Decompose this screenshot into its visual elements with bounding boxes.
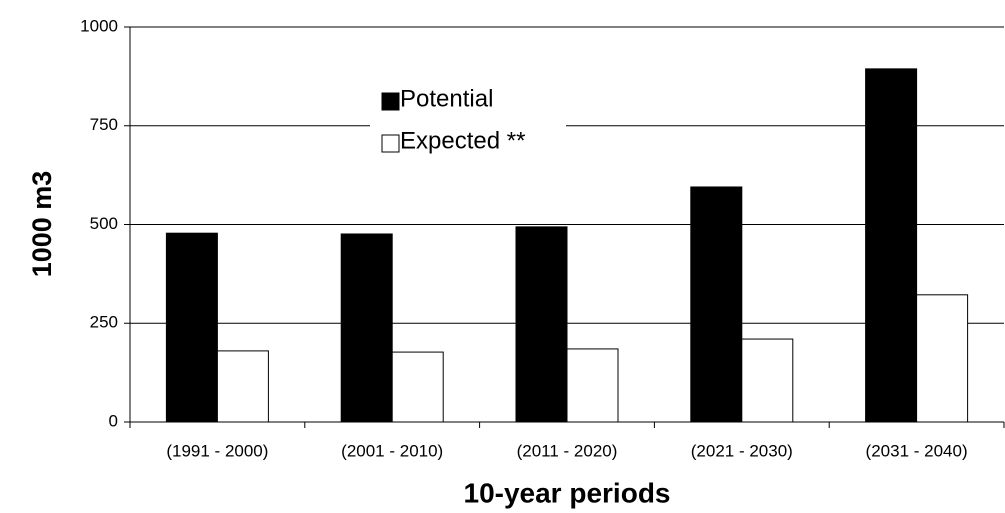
bar <box>340 233 393 423</box>
bar <box>916 294 969 423</box>
y-tick-label: 500 <box>90 214 118 233</box>
bar <box>865 68 918 423</box>
x-tick-label: (2021 - 2030) <box>691 441 793 460</box>
bar <box>690 186 743 423</box>
x-tick-label: (2001 - 2010) <box>341 441 443 460</box>
y-tick-label: 0 <box>109 411 118 430</box>
bar <box>566 348 619 423</box>
y-tick-label: 750 <box>90 115 118 134</box>
x-tick-label: (1991 - 2000) <box>166 441 268 460</box>
x-tick-label: (2011 - 2020) <box>517 441 618 460</box>
bar <box>165 232 218 423</box>
legend-box <box>370 80 566 166</box>
legend-label: Expected ** <box>400 127 525 154</box>
y-axis-title: 1000 m3 <box>27 171 57 278</box>
legend-swatch <box>381 92 400 111</box>
x-tick-label: (2031 - 2040) <box>866 441 968 460</box>
y-tick-label: 1000 <box>80 16 118 35</box>
bar <box>515 226 568 423</box>
legend-swatch <box>381 134 400 153</box>
bar <box>216 350 269 423</box>
y-tick-label: 250 <box>90 313 118 332</box>
bar <box>391 351 444 423</box>
legend-label: Potential <box>400 85 493 112</box>
x-axis-title: 10-year periods <box>464 477 671 508</box>
bar <box>741 338 794 423</box>
